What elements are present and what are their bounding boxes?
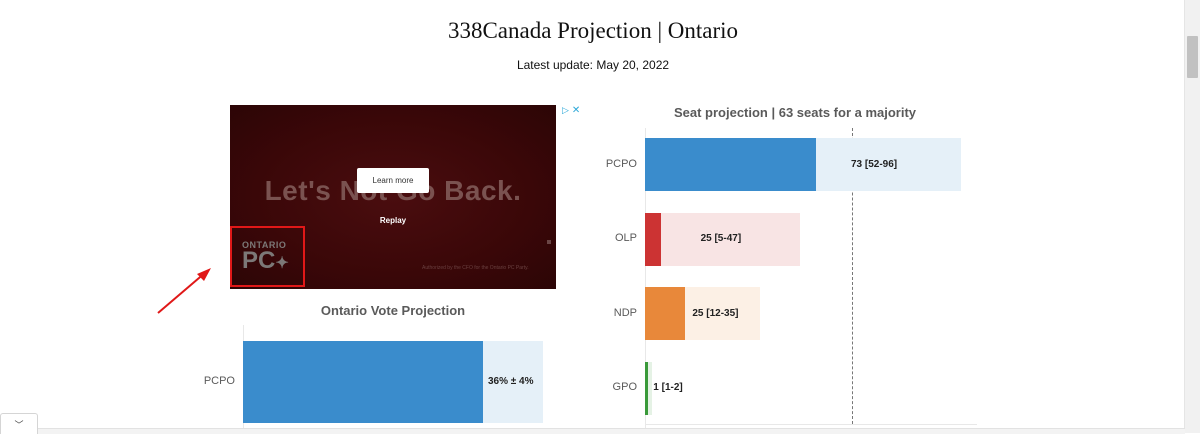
majority-line (852, 128, 853, 424)
ad-indicator (547, 240, 551, 244)
seat-bar-range (645, 361, 652, 415)
page-title: 338Canada Projection | Ontario (447, 18, 739, 43)
annotation-arrow (157, 268, 211, 314)
seat-category-label: OLP (614, 232, 637, 244)
adchoices-icon[interactable]: ▷ (562, 105, 569, 115)
seat-value-label: 25 [5-47] (700, 233, 742, 244)
ontario-pc-logo: ONTARIO PC✦ (242, 240, 289, 274)
vote-chart-title: Ontario Vote Projection (320, 303, 466, 318)
seat-value-label: 1 [1-2] (653, 382, 683, 393)
advertisement[interactable]: Let's Not Go Back. Learn more Replay ONT… (230, 105, 556, 289)
seat-chart-axis (645, 128, 646, 428)
vote-category-label: PCPO (203, 375, 235, 387)
learn-more-button[interactable]: Learn more (357, 168, 429, 193)
seat-category-label: GPO (612, 381, 637, 393)
ad-choices[interactable]: ▷ ✕ (562, 105, 580, 116)
seat-bar-range (645, 212, 800, 266)
ad-fine-print: Authorized by the CFO for the Ontario PC… (422, 265, 529, 271)
seat-category-label: NDP (613, 306, 637, 319)
collapse-toggle[interactable]: ﹀ (0, 413, 38, 434)
seat-value-label: 25 [12-35] (692, 307, 739, 319)
seat-chart-title: Seat projection | 63 seats for a majorit… (673, 105, 917, 120)
scrollbar-thumb[interactable] (1187, 36, 1198, 78)
seat-category-label: PCPO (605, 157, 637, 170)
seat-bar (645, 212, 662, 266)
vote-bar (243, 341, 483, 423)
vote-value-label: 36% ± 4% (488, 376, 534, 387)
vertical-scrollbar[interactable] (1184, 0, 1200, 433)
last-updated: Latest update: May 20, 2022 (516, 58, 670, 72)
seat-chart-baseline (645, 424, 977, 425)
seat-bar (645, 138, 817, 191)
seat-bar (645, 287, 685, 340)
replay-button[interactable]: Replay (379, 216, 407, 225)
chevron-down-icon[interactable]: ﹀ (14, 419, 24, 430)
seat-value-label: 73 [52-96] (851, 158, 898, 170)
close-ad-icon[interactable]: ✕ (571, 105, 581, 116)
annotation-highlight-box (230, 226, 305, 287)
bottom-bar (0, 428, 1185, 434)
seat-bar (645, 361, 649, 415)
